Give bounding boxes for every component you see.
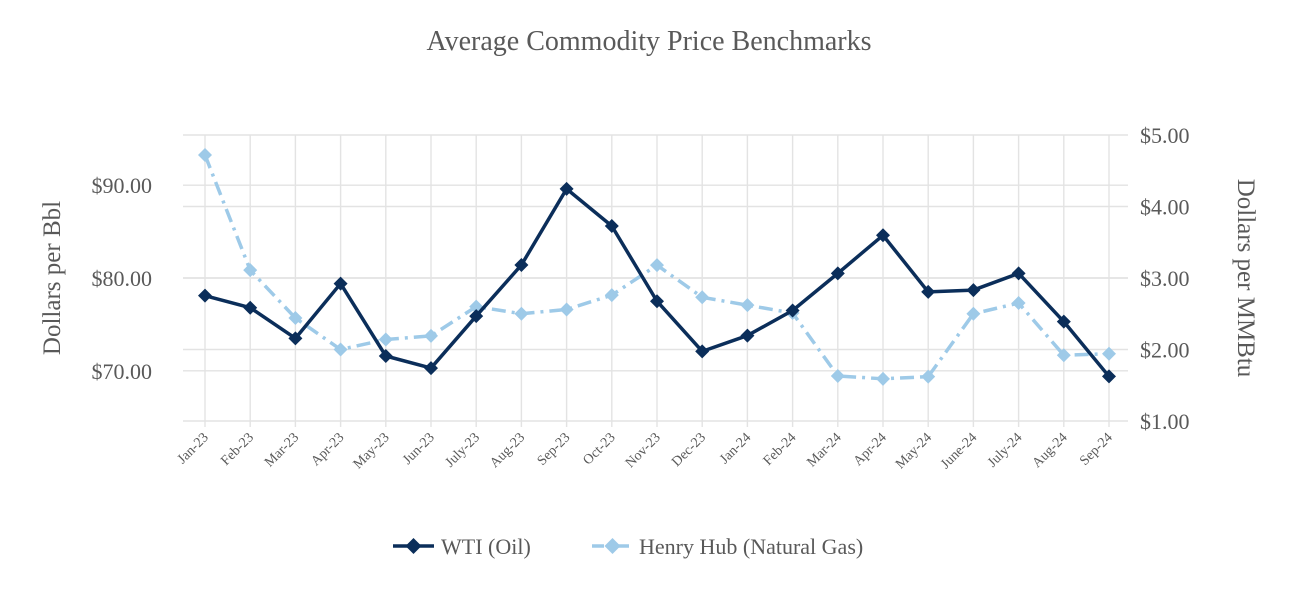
data-point[interactable] — [740, 328, 755, 343]
x-tick-label: Sep-23 — [535, 430, 574, 469]
data-point[interactable] — [966, 283, 981, 298]
data-point[interactable] — [785, 303, 800, 318]
x-tick-label: Mar-24 — [805, 430, 845, 470]
chart-title: Average Commodity Price Benchmarks — [426, 26, 871, 57]
data-point[interactable] — [650, 258, 664, 273]
series-wti — [198, 181, 1116, 384]
data-point[interactable] — [243, 300, 258, 315]
data-point[interactable] — [695, 344, 710, 359]
x-tick-label: Nov-23 — [623, 430, 664, 471]
right-y-axis: $1.00 $2.00 $3.00 $4.00 $5.00 — [1140, 123, 1190, 434]
data-point[interactable] — [1102, 346, 1116, 361]
data-point[interactable] — [559, 302, 574, 317]
x-tick-label: Aug-24 — [1030, 430, 1071, 471]
data-point[interactable] — [288, 331, 303, 346]
legend: WTI (Oil) Henry Hub (Natural Gas) — [393, 534, 863, 559]
legend-henry-hub-label: Henry Hub (Natural Gas) — [639, 534, 863, 559]
legend-item-wti[interactable]: WTI (Oil) — [393, 534, 531, 559]
data-point[interactable] — [288, 311, 303, 326]
x-tick-label: Feb-23 — [218, 430, 257, 469]
left-y-axis: $70.00 $80.00 $90.00 — [92, 173, 153, 384]
x-tick-label: July-23 — [443, 430, 483, 470]
series-henry-hub — [198, 148, 1116, 386]
data-point[interactable] — [424, 328, 438, 343]
grid — [183, 134, 1128, 427]
data-point[interactable] — [966, 306, 981, 321]
x-axis: Jan-23 Feb-23 Mar-23 Apr-23 May-23 Jun-23 July… — [175, 430, 1116, 472]
data-point[interactable] — [876, 228, 890, 243]
x-tick-label: Sep-24 — [1077, 430, 1116, 469]
data-point[interactable] — [1056, 348, 1071, 363]
x-tick-label: May-24 — [893, 430, 935, 472]
legend-wti-marker-icon — [405, 538, 422, 554]
data-point[interactable] — [378, 349, 393, 363]
left-tick-label: $70.00 — [92, 359, 153, 384]
data-point[interactable] — [514, 306, 529, 321]
x-tick-label: Apr-24 — [851, 430, 890, 469]
data-point[interactable] — [424, 361, 438, 376]
data-point[interactable] — [378, 332, 393, 347]
x-tick-label: Jan-23 — [175, 430, 212, 467]
data-point[interactable] — [1056, 314, 1071, 329]
x-tick-label: Dec-23 — [669, 430, 709, 470]
legend-wti-label: WTI (Oil) — [441, 534, 531, 559]
data-point[interactable] — [740, 298, 755, 313]
data-point[interactable] — [921, 369, 936, 384]
x-tick-label: Mar-23 — [262, 430, 302, 470]
x-tick-label: May-23 — [351, 430, 393, 472]
data-point[interactable] — [333, 276, 348, 291]
data-point[interactable] — [604, 288, 619, 303]
data-point[interactable] — [830, 368, 845, 383]
x-tick-label: Jun-23 — [400, 430, 438, 468]
data-point[interactable] — [830, 266, 845, 281]
data-point[interactable] — [1011, 296, 1026, 311]
legend-item-henry-hub[interactable]: Henry Hub (Natural Gas) — [592, 534, 863, 559]
x-tick-label: Oct-23 — [581, 430, 619, 468]
x-tick-label: Aug-23 — [487, 430, 528, 471]
left-axis-title: Dollars per Bbl — [39, 201, 66, 355]
right-tick-label: $4.00 — [1140, 195, 1190, 220]
x-tick-label: July-24 — [985, 430, 1025, 470]
series-layer — [198, 148, 1116, 386]
data-point[interactable] — [198, 148, 212, 163]
x-tick-label: Apr-23 — [308, 430, 347, 469]
data-point[interactable] — [469, 309, 484, 324]
data-point[interactable] — [876, 371, 890, 386]
data-point[interactable] — [333, 342, 348, 357]
right-axis-title: Dollars per MMBtu — [1232, 179, 1259, 378]
right-tick-label: $5.00 — [1140, 123, 1190, 148]
data-point[interactable] — [604, 219, 619, 233]
data-point[interactable] — [514, 258, 529, 272]
x-tick-label: Feb-24 — [761, 430, 800, 469]
data-point[interactable] — [695, 290, 710, 305]
left-tick-label: $90.00 — [92, 173, 153, 198]
data-point[interactable] — [1102, 369, 1116, 384]
data-point[interactable] — [559, 181, 574, 196]
left-tick-label: $80.00 — [92, 266, 153, 291]
right-tick-label: $1.00 — [1140, 409, 1190, 434]
data-point[interactable] — [1011, 266, 1026, 281]
right-tick-label: $2.00 — [1140, 338, 1190, 363]
legend-henry-hub-marker-icon — [604, 538, 621, 554]
x-tick-label: Jan-24 — [717, 430, 754, 467]
data-point[interactable] — [198, 288, 212, 303]
right-tick-label: $3.00 — [1140, 266, 1190, 291]
x-tick-label: June-24 — [938, 430, 980, 472]
data-point[interactable] — [921, 284, 936, 299]
data-point[interactable] — [650, 294, 664, 309]
data-point[interactable] — [243, 263, 258, 278]
